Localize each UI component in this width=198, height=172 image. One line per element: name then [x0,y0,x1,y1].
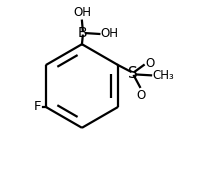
Text: OH: OH [73,6,91,19]
Text: F: F [34,100,41,113]
Text: O: O [136,89,146,102]
Text: S: S [128,66,138,81]
Text: OH: OH [101,28,119,40]
Text: O: O [146,57,155,70]
Text: B: B [78,26,88,40]
Text: CH₃: CH₃ [152,69,174,82]
